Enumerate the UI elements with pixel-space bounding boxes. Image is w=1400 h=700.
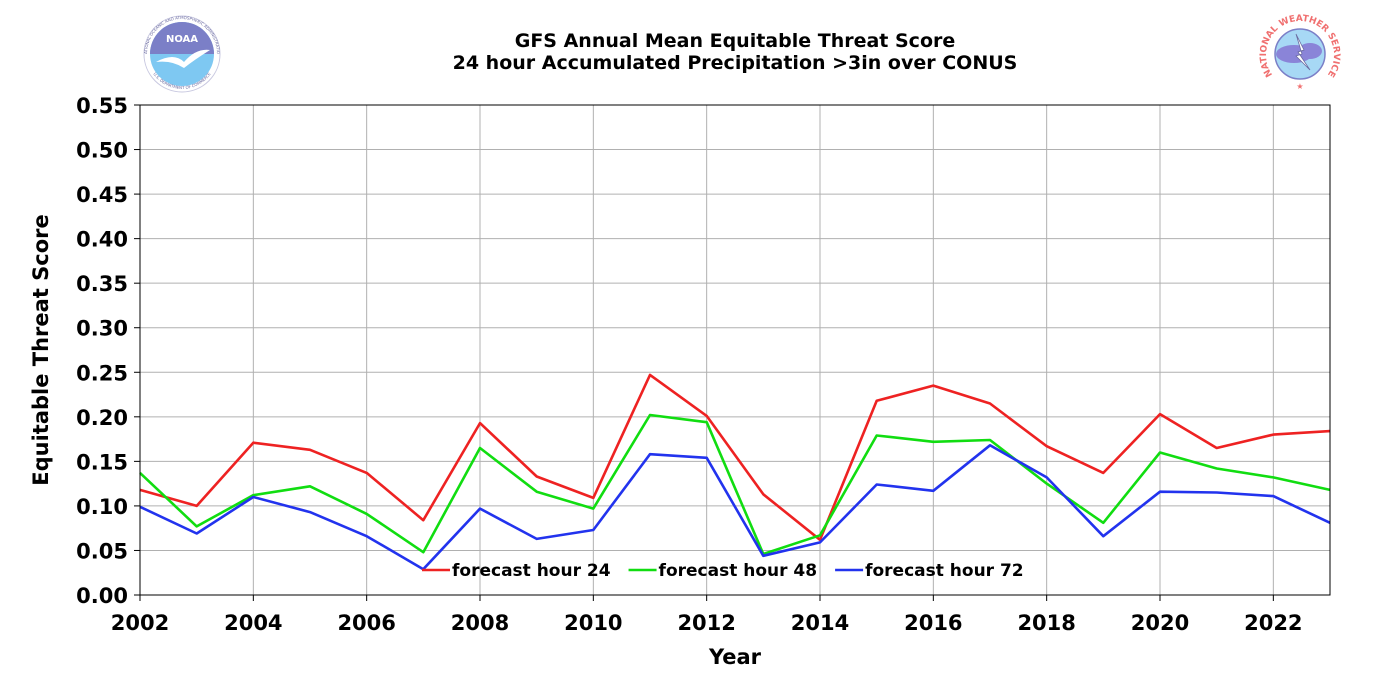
grid bbox=[139, 104, 1330, 596]
x-tick-label: 2014 bbox=[791, 611, 849, 635]
legend-item: forecast hour 24 bbox=[422, 561, 611, 581]
x-tick-label: 2022 bbox=[1244, 611, 1302, 635]
x-tick-label: 2002 bbox=[111, 611, 169, 635]
y-tick-label: 0.15 bbox=[76, 450, 128, 474]
x-tick-label: 2020 bbox=[1131, 611, 1189, 635]
chart-title: GFS Annual Mean Equitable Threat Score bbox=[515, 30, 956, 52]
y-tick-label: 0.25 bbox=[76, 361, 128, 385]
x-tick-label: 2008 bbox=[451, 611, 509, 635]
noaa-logo-text: NOAA bbox=[166, 34, 198, 45]
y-tick-label: 0.45 bbox=[76, 183, 128, 207]
y-tick-label: 0.05 bbox=[76, 539, 128, 563]
chart-subtitle: 24 hour Accumulated Precipitation >3in o… bbox=[453, 52, 1018, 74]
y-tick-label: 0.35 bbox=[76, 272, 128, 296]
x-tick-label: 2006 bbox=[337, 611, 395, 635]
y-tick-label: 0.00 bbox=[76, 584, 128, 608]
x-axis-ticks: 2002 2004 2006 2008 2010 2012 2014 2016 2018 2020… bbox=[111, 595, 1303, 635]
y-tick-label: 0.30 bbox=[76, 317, 128, 341]
x-axis-label: Year bbox=[708, 645, 762, 669]
y-tick-label: 0.40 bbox=[76, 228, 128, 252]
legend-item: forecast hour 48 bbox=[628, 561, 818, 581]
y-tick-label: 0.10 bbox=[76, 495, 128, 519]
series-lines bbox=[139, 373, 1331, 571]
nws-logo: NATIONAL WEATHER SERVICE ★ bbox=[1259, 14, 1341, 92]
y-tick-label: 0.20 bbox=[76, 406, 128, 430]
x-tick-label: 2018 bbox=[1017, 611, 1075, 635]
x-tick-label: 2012 bbox=[677, 611, 735, 635]
noaa-logo: NOAA NATIONAL OCEANIC AND ATMOSPHERIC AD… bbox=[143, 15, 221, 93]
legend-label: forecast hour 24 bbox=[452, 561, 611, 581]
legend-label: forecast hour 72 bbox=[865, 561, 1024, 581]
legend-label: forecast hour 48 bbox=[659, 561, 818, 581]
x-tick-label: 2016 bbox=[904, 611, 962, 635]
y-axis-ticks: 0.00 0.05 0.10 0.15 0.20 0.25 0.30 0.35 0.40 0.45… bbox=[76, 94, 140, 608]
legend-item: forecast hour 72 bbox=[835, 561, 1024, 581]
x-tick-label: 2010 bbox=[564, 611, 622, 635]
legend: forecast hour 24 forecast hour 48 forecast… bbox=[422, 561, 1024, 581]
x-tick-label: 2004 bbox=[224, 611, 282, 635]
series-line-1 bbox=[139, 373, 1331, 542]
plot-frame bbox=[139, 104, 1331, 596]
y-tick-label: 0.50 bbox=[76, 139, 128, 163]
y-tick-label: 0.55 bbox=[76, 94, 128, 118]
series-line-2 bbox=[139, 413, 1331, 556]
y-axis-label: Equitable Threat Score bbox=[29, 214, 53, 486]
nws-logo-star-icon: ★ bbox=[1296, 82, 1303, 91]
series-line-3 bbox=[139, 443, 1331, 571]
